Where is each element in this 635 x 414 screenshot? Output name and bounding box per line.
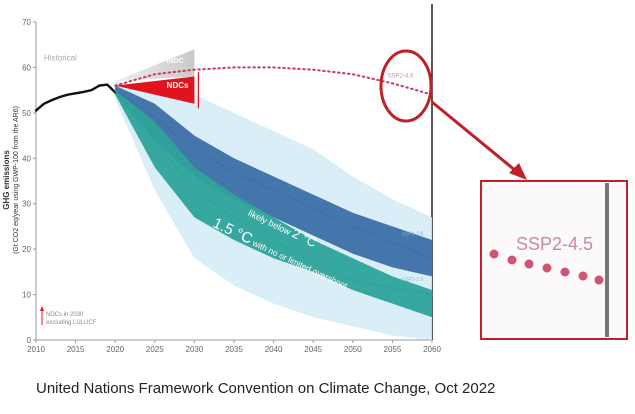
y-tick-label-1: 10 <box>22 291 31 300</box>
zoom-inset: SSP2-4.5 <box>480 180 628 340</box>
x-tick-label-8: 2050 <box>344 345 362 354</box>
zoom-arrow-line <box>431 100 517 173</box>
zoom-dots <box>489 249 604 285</box>
label-ssp19: SSP1-1.9 <box>402 277 424 283</box>
label-ssp26: SSP1-2.6 <box>402 232 424 238</box>
series-line-ssp245 <box>114 66 433 96</box>
series-line-ssp19 <box>114 89 433 296</box>
zoom-dot-6 <box>594 275 604 285</box>
indc-range-band <box>115 49 195 82</box>
zoom-dot-2 <box>524 259 534 269</box>
y-tick-label-5: 50 <box>22 109 31 118</box>
y-tick-label-2: 20 <box>22 245 31 254</box>
x-tick-label-7: 2045 <box>304 345 322 354</box>
caption: United Nations Framework Convention on C… <box>36 380 496 397</box>
x-tick-label-5: 2035 <box>225 345 243 354</box>
zoom-dot-0 <box>489 249 499 259</box>
y-tick-label-6: 60 <box>22 63 31 72</box>
y-tick-label-4: 40 <box>22 154 31 163</box>
y-axis-subtitle: (Gt CO2 eq/year using GWP-100 from the A… <box>13 106 20 254</box>
x-tick-label-0: 2010 <box>27 345 45 354</box>
zoom-dot-4 <box>560 267 570 277</box>
ndc-note-line2: excluding LULUCF <box>46 320 97 326</box>
zoom-dot-5 <box>578 271 588 281</box>
x-tick-label-6: 2040 <box>265 345 283 354</box>
ndc-note-line1: NDCs in 2030 <box>46 312 84 318</box>
label-ssp245: SSP2-4.5 <box>388 73 414 79</box>
zoom-arrow-head <box>509 163 527 180</box>
x-tick-label-4: 2030 <box>186 345 204 354</box>
x-tick-label-1: 2015 <box>67 345 85 354</box>
x-tick-label-3: 2025 <box>146 345 164 354</box>
zoom-dot-1 <box>507 255 517 265</box>
y-tick-label-7: 70 <box>22 18 31 27</box>
y-axis-title: GHG emissions <box>2 150 11 210</box>
zoom-dot-3 <box>542 263 552 273</box>
highlight-circle <box>379 49 433 123</box>
label-ndcs: NDCs <box>167 81 189 90</box>
series-line-ssp26 <box>114 89 433 260</box>
band-0 <box>115 85 432 277</box>
label-historical: Historical <box>44 54 77 63</box>
ndc-note-arrow-head <box>40 306 44 311</box>
x-tick-label-2: 2020 <box>106 345 124 354</box>
zoom-label: SSP2-4.5 <box>516 234 593 254</box>
x-tick-label-9: 2055 <box>384 345 402 354</box>
band-1 <box>115 90 432 318</box>
ndc-range-band <box>115 76 195 104</box>
series-line-historical <box>34 83 117 112</box>
y-tick-label-3: 30 <box>22 200 31 209</box>
label-indc: INDC <box>167 58 184 65</box>
x-tick-label-10: 2060 <box>423 345 441 354</box>
y-tick-label-0: 0 <box>27 336 32 345</box>
